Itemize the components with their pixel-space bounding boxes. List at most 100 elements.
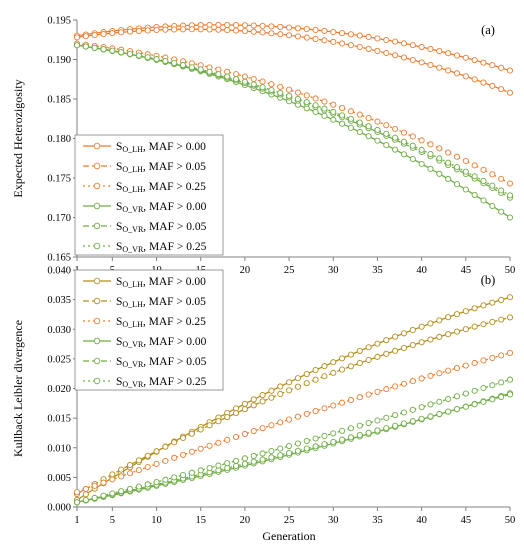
- data-point: [489, 382, 496, 389]
- y-tick-label: 0.170: [47, 213, 71, 224]
- data-point: [233, 22, 240, 29]
- data-point: [453, 164, 461, 171]
- x-axis-label: Generation: [262, 529, 315, 543]
- data-point: [436, 170, 443, 177]
- y-tick-label: 0.185: [47, 95, 71, 106]
- data-point: [73, 489, 81, 496]
- y-axis-label: Expected Heterozigosity: [11, 79, 25, 197]
- data-point: [480, 302, 487, 309]
- panel-a: 0.1650.1700.1750.1800.1850.1900.19515101…: [11, 16, 515, 277]
- data-point: [294, 383, 301, 390]
- y-tick-label: 0.015: [47, 414, 71, 425]
- legend-box: [74, 269, 224, 391]
- data-point: [480, 79, 487, 86]
- data-point: [206, 68, 213, 75]
- data-point: [330, 38, 337, 45]
- x-tick-label: 25: [284, 515, 295, 526]
- data-point: [462, 186, 469, 193]
- data-point: [498, 86, 505, 93]
- y-tick-label: 0.165: [47, 253, 71, 264]
- data-point: [347, 124, 354, 131]
- data-point: [215, 462, 222, 469]
- data-point: [215, 439, 222, 446]
- data-point: [126, 461, 134, 469]
- legend-marker: [93, 297, 101, 305]
- data-point: [303, 92, 310, 99]
- data-point: [312, 435, 319, 442]
- data-point: [409, 406, 416, 413]
- data-point: [330, 28, 337, 36]
- data-point: [365, 356, 372, 363]
- legend-entry: SO_VR, MAF > 0.05: [116, 221, 207, 234]
- data-point: [330, 108, 337, 116]
- data-point: [312, 108, 319, 116]
- data-point: [206, 442, 213, 449]
- data-point: [445, 408, 452, 415]
- data-point: [480, 177, 487, 184]
- data-point: [436, 398, 443, 405]
- data-point: [365, 115, 372, 122]
- data-point: [498, 187, 505, 194]
- data-point: [418, 160, 425, 167]
- data-point: [188, 26, 195, 33]
- data-point: [409, 326, 416, 334]
- data-point: [400, 138, 408, 145]
- data-point: [436, 317, 443, 324]
- data-point: [356, 432, 363, 439]
- data-point: [436, 333, 443, 340]
- data-point: [233, 457, 240, 464]
- y-tick-label: 0.020: [47, 384, 71, 395]
- data-point: [118, 466, 125, 473]
- data-point: [453, 365, 461, 372]
- data-point: [321, 27, 328, 34]
- data-point: [171, 439, 178, 446]
- data-point: [294, 95, 301, 103]
- data-point: [489, 62, 496, 69]
- data-point: [480, 197, 487, 204]
- data-point: [259, 391, 266, 399]
- data-point: [356, 422, 363, 429]
- data-point: [259, 456, 266, 463]
- data-point: [392, 383, 399, 390]
- data-point: [498, 296, 505, 303]
- data-point: [268, 387, 275, 394]
- data-point: [224, 414, 231, 421]
- data-point: [109, 490, 116, 497]
- x-tick-label: 40: [416, 515, 427, 526]
- data-point: [135, 27, 142, 35]
- data-point: [268, 23, 275, 30]
- data-point: [383, 386, 390, 393]
- data-point: [506, 349, 514, 357]
- data-point: [250, 428, 257, 435]
- data-point: [321, 363, 328, 370]
- data-point: [365, 391, 372, 398]
- data-point: [356, 360, 363, 367]
- y-tick-label: 0.035: [47, 295, 71, 306]
- data-point: [233, 71, 240, 78]
- legend-marker: [93, 377, 101, 385]
- y-tick-label: 0.000: [47, 503, 71, 514]
- data-point: [453, 328, 461, 335]
- data-point: [400, 40, 408, 47]
- x-tick-label: 45: [461, 515, 472, 526]
- data-point: [383, 414, 390, 421]
- data-point: [277, 419, 284, 426]
- panel-label: (b): [481, 273, 496, 287]
- data-point: [506, 180, 514, 187]
- data-point: [259, 29, 266, 36]
- data-point: [356, 347, 363, 354]
- y-tick-label: 0.025: [47, 354, 71, 365]
- data-point: [250, 458, 257, 465]
- data-point: [480, 166, 487, 173]
- data-point: [365, 344, 372, 351]
- data-point: [250, 402, 257, 409]
- data-point: [206, 422, 213, 429]
- legend-entry: SO_LH, MAF > 0.05: [116, 161, 206, 174]
- data-point: [82, 497, 89, 504]
- data-point: [268, 447, 275, 455]
- legend-marker: [93, 357, 101, 365]
- data-point: [100, 46, 107, 53]
- data-point: [471, 401, 478, 408]
- data-point: [498, 316, 505, 323]
